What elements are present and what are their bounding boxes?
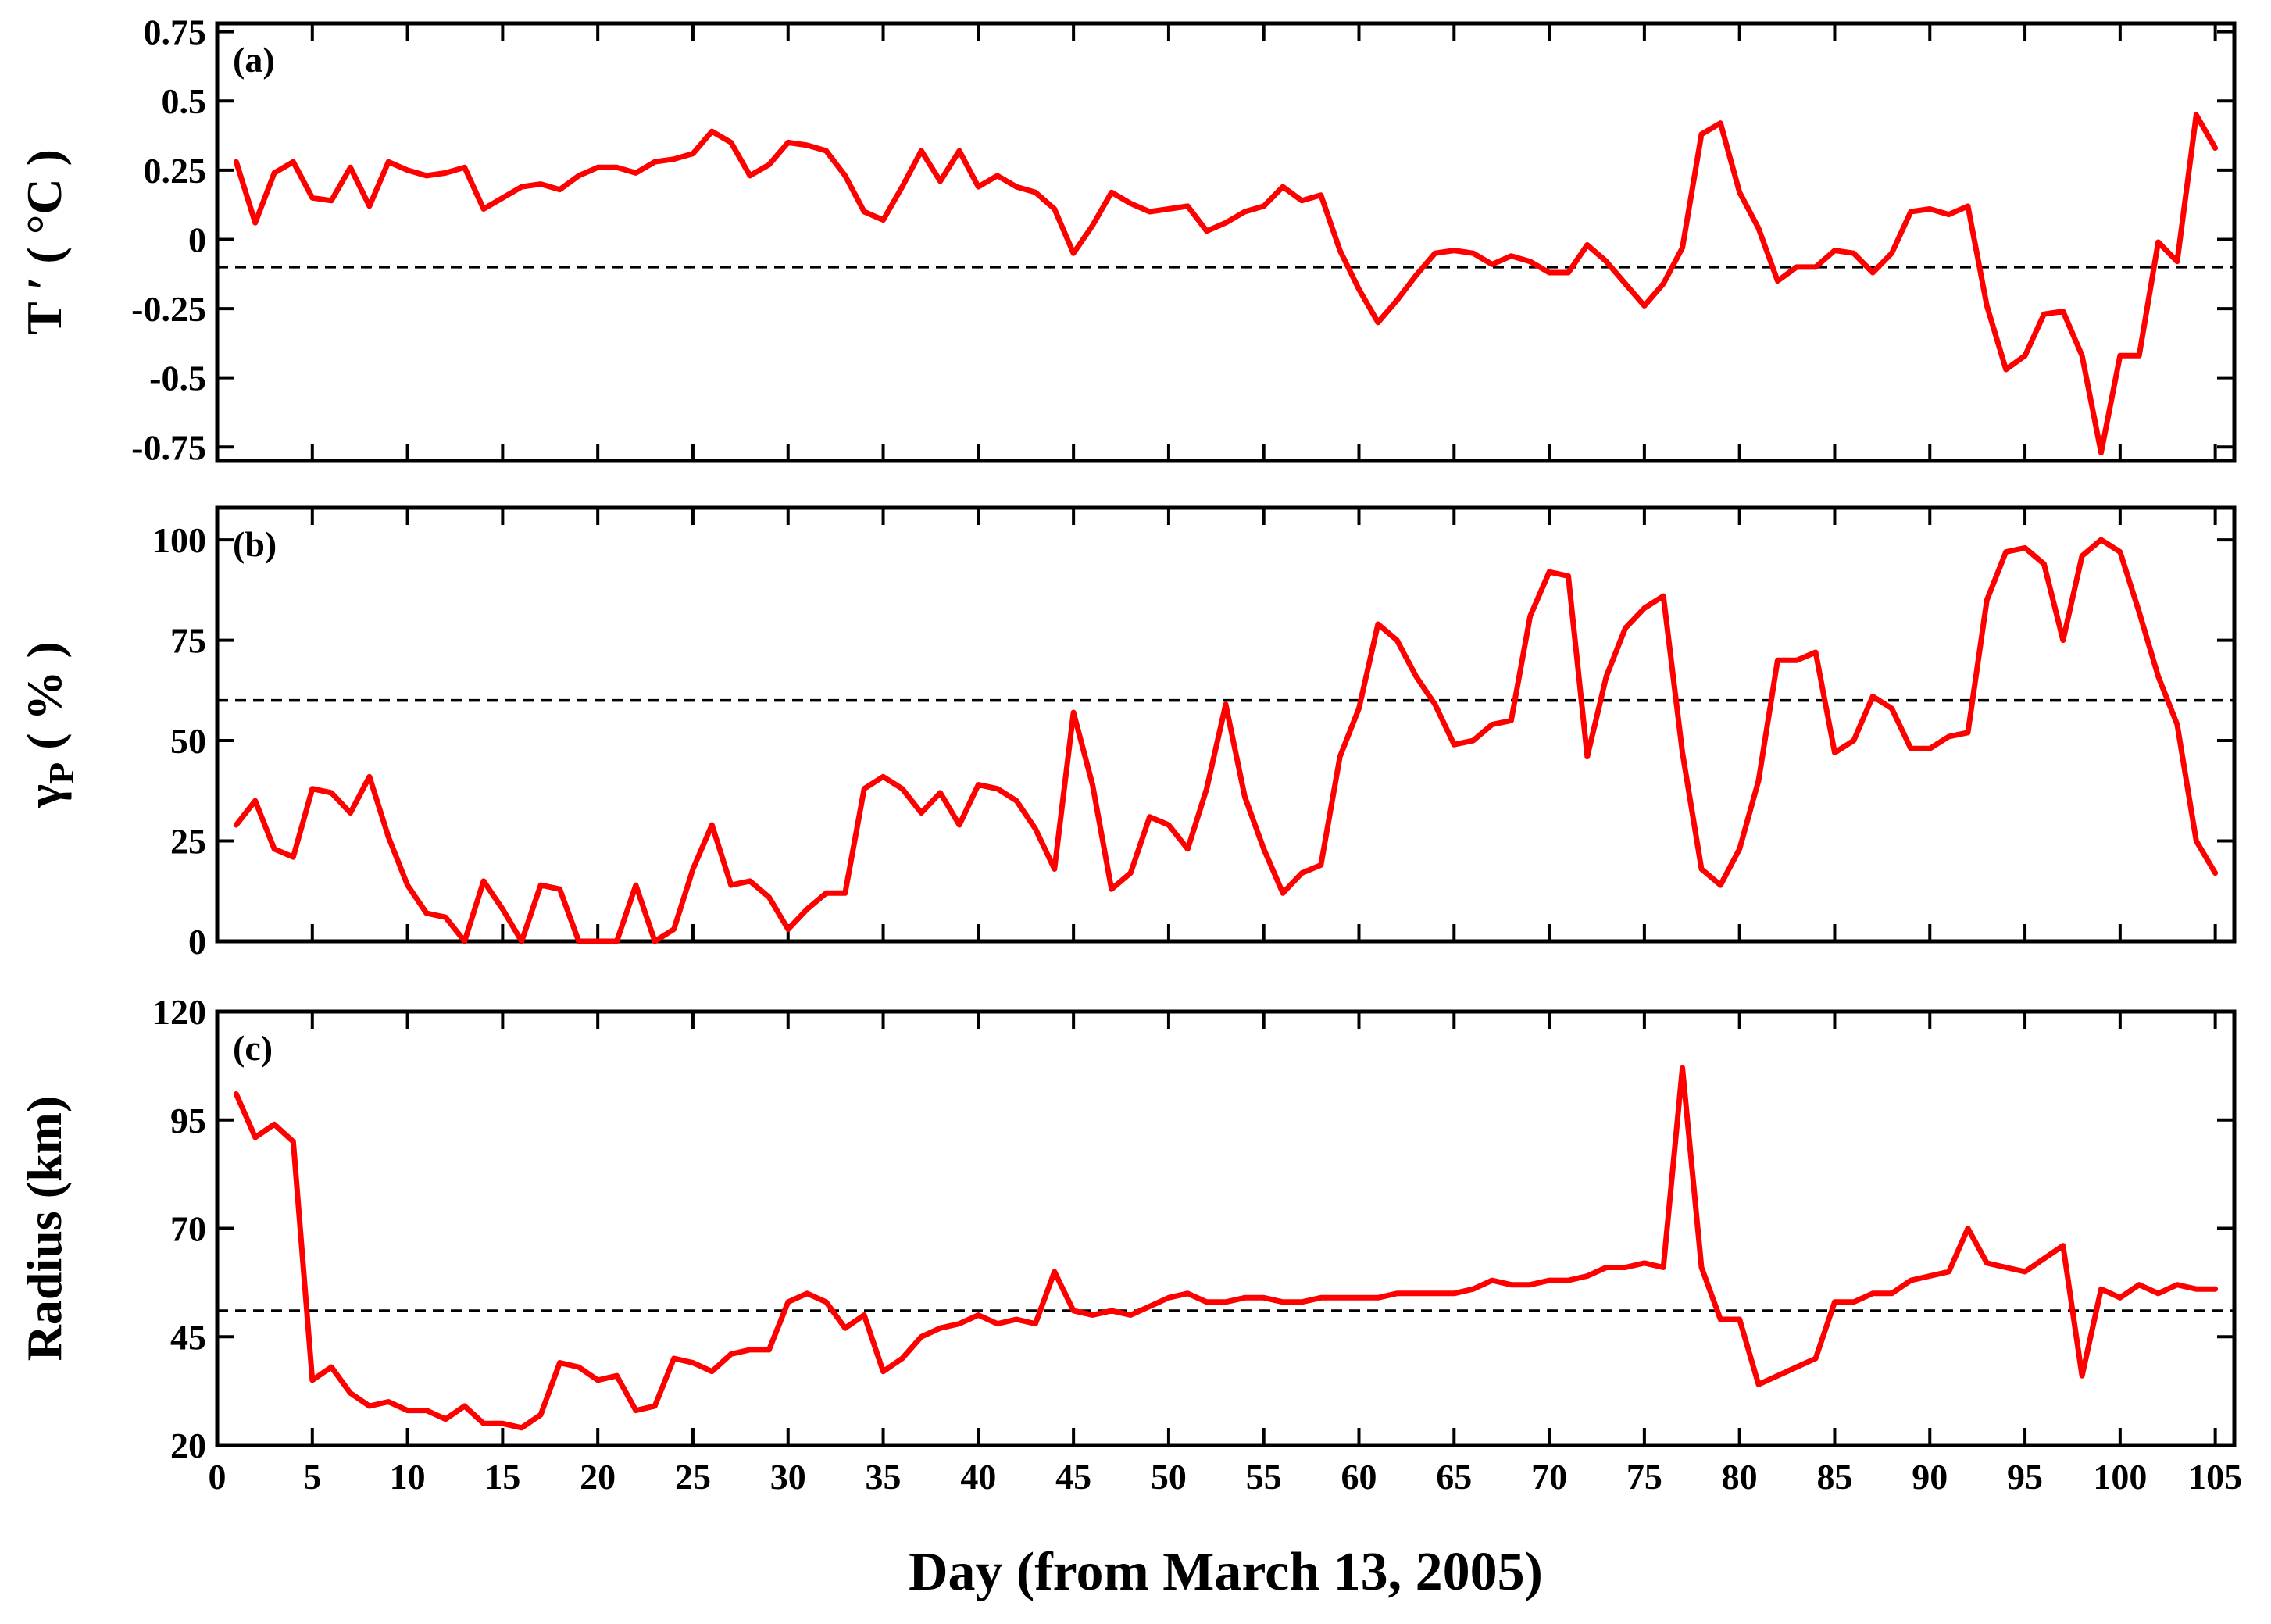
x-tick-label: 100 (2093, 1457, 2147, 1497)
plot-frame (215, 505, 2237, 944)
y-axis-label-subscript: P (41, 762, 81, 784)
x-tick-label: 65 (1436, 1457, 1472, 1497)
x-tick-label: 40 (960, 1457, 996, 1497)
x-tick-label: 75 (1626, 1457, 1662, 1497)
y-tick-label: -0.25 (131, 289, 206, 329)
panel-label-a: (a) (233, 40, 275, 80)
x-tick-label: 60 (1341, 1457, 1377, 1497)
y-tick-label: 0.5 (162, 81, 207, 121)
x-tick-label: 15 (484, 1457, 520, 1497)
plot-frame (215, 1009, 2237, 1447)
y-axis-label-main: T ′ ( °C ) (16, 149, 72, 335)
panel-label-b: (b) (233, 524, 277, 564)
y-tick-label: 120 (152, 992, 206, 1032)
x-tick-label: 10 (390, 1457, 426, 1497)
y-axis-label-main: γ (16, 784, 72, 808)
panel-b: 100 75 50 25 0 (b) γP ( % ) (16, 505, 2237, 962)
plot-frame (215, 21, 2237, 463)
x-axis-label: Day (from March 13, 2005) (909, 1542, 1543, 1602)
x-tick-label: 5 (303, 1457, 321, 1497)
y-tick-label: 75 (170, 621, 206, 661)
y-tick-label: 0.25 (144, 151, 207, 191)
y-axis-label-main: Radius (km) (16, 1096, 72, 1362)
y-tick-label: 95 (170, 1101, 206, 1140)
panel-c: 120 95 70 45 20 (c) Radius (km) (16, 992, 2237, 1465)
x-tick-label: 45 (1055, 1457, 1091, 1497)
series-line-a (233, 112, 2219, 455)
y-tick-label: -0.75 (131, 427, 206, 467)
y-axis-label-tail: ( % ) (16, 641, 72, 762)
series-line-b (233, 537, 2219, 944)
x-tick-label: 95 (2007, 1457, 2043, 1497)
y-tick-label: 25 (170, 822, 206, 862)
y-tick-label: 20 (170, 1426, 206, 1465)
y-axis-label-a: T ′ ( °C ) (16, 149, 72, 335)
x-tick-label: 30 (770, 1457, 806, 1497)
x-tick-label: 85 (1816, 1457, 1852, 1497)
series-line-c (233, 1065, 2219, 1431)
x-tick-label: 105 (2188, 1457, 2242, 1497)
x-tick-label: 80 (1722, 1457, 1758, 1497)
x-tick-label: 35 (866, 1457, 902, 1497)
y-tick-label: 100 (152, 520, 206, 560)
x-tick-label: 25 (675, 1457, 711, 1497)
y-tick-label: -0.5 (149, 359, 206, 398)
y-axis-label-c: Radius (km) (16, 1096, 72, 1362)
panel-label-c: (c) (233, 1028, 273, 1068)
y-tick-label: 0 (188, 220, 206, 259)
y-tick-label: 0 (188, 922, 206, 962)
x-tick-label: 70 (1531, 1457, 1567, 1497)
y-tick-label: 70 (170, 1209, 206, 1249)
x-tick-label: 0 (209, 1457, 227, 1497)
y-tick-label: 0.75 (144, 12, 207, 52)
x-tick-label: 55 (1246, 1457, 1282, 1497)
x-tick-label: 20 (580, 1457, 616, 1497)
y-axis-label-b: γP ( % ) (16, 641, 81, 808)
panel-a: 0.75 0.5 0.25 0 -0.25 -0.5 -0.75 (a) T ′ ( °C ) (16, 12, 2237, 467)
y-tick-label: 45 (170, 1317, 206, 1357)
x-tick-label: 90 (1912, 1457, 1948, 1497)
x-tick-label: 50 (1151, 1457, 1187, 1497)
y-tick-label: 50 (170, 721, 206, 761)
